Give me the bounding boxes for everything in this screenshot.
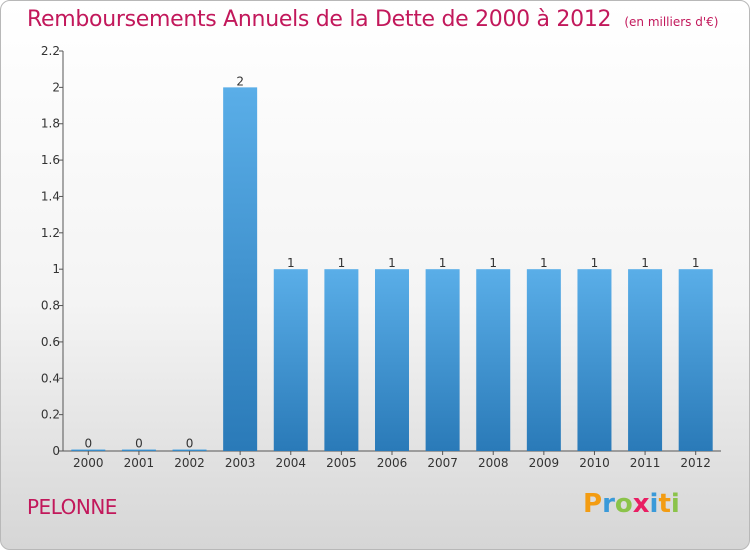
x-tick-label: 2001: [124, 456, 155, 470]
data-label: 1: [641, 256, 649, 270]
y-tick-label: 0.4: [41, 371, 60, 385]
data-label: 0: [135, 437, 143, 451]
y-tick-label: 0.8: [41, 299, 60, 313]
y-tick-label: 1.2: [41, 226, 60, 240]
data-label: 1: [591, 256, 599, 270]
bar: [121, 449, 156, 451]
bar: [577, 269, 612, 451]
commune-name: PELONNE: [27, 495, 117, 519]
data-label: 1: [388, 256, 396, 270]
x-tick-label: 2009: [529, 456, 560, 470]
logo-letter: x: [632, 489, 650, 519]
y-tick-label: 1.8: [41, 117, 60, 131]
bar: [172, 449, 207, 451]
x-tick-label: 2006: [377, 456, 408, 470]
logo-letter: r: [602, 489, 615, 519]
logo-letter: i: [649, 489, 659, 519]
chart-title: Remboursements Annuels de la Dette de 20…: [27, 7, 612, 32]
y-tick-label: 2: [52, 80, 60, 94]
data-label: 0: [186, 437, 194, 451]
bar: [476, 269, 511, 451]
bar: [375, 269, 409, 451]
y-tick-label: 0.2: [41, 408, 60, 422]
x-tick-label: 2005: [326, 456, 357, 470]
data-label: 0: [84, 437, 92, 451]
logo-letter: P: [583, 489, 603, 519]
bar: [425, 269, 460, 451]
x-tick-label: 2010: [579, 456, 610, 470]
y-tick-label: 1.6: [41, 153, 60, 167]
x-tick-label: 2012: [680, 456, 711, 470]
x-tick-label: 2004: [275, 456, 306, 470]
y-tick-label: 2.2: [41, 44, 60, 58]
bar: [223, 87, 258, 451]
logo-letter: t: [658, 489, 671, 519]
data-label: 1: [287, 256, 295, 270]
x-tick-label: 2003: [225, 456, 256, 470]
bar: [628, 269, 663, 451]
x-tick-label: 2011: [630, 456, 661, 470]
y-tick-label: 0: [52, 444, 60, 458]
x-tick-label: 2000: [73, 456, 104, 470]
y-tick-label: 1: [52, 262, 60, 276]
data-label: 1: [540, 256, 548, 270]
title-row: Remboursements Annuels de la Dette de 20…: [27, 7, 718, 32]
logo-letter: i: [670, 489, 680, 519]
y-tick-label: 1.4: [41, 189, 60, 203]
bar: [324, 269, 359, 451]
data-label: 1: [692, 256, 700, 270]
chart-subtitle: (en milliers d'€): [624, 15, 719, 29]
x-tick-label: 2008: [478, 456, 509, 470]
data-label: 1: [439, 256, 447, 270]
x-tick-label: 2007: [427, 456, 458, 470]
data-label: 1: [489, 256, 497, 270]
y-tick-label: 0.6: [41, 335, 60, 349]
bar: [526, 269, 561, 451]
bar: [71, 449, 106, 451]
bar: [678, 269, 713, 451]
logo-letter: o: [614, 489, 633, 519]
bar: [273, 269, 308, 451]
proxiti-logo: Proxiti: [583, 489, 680, 519]
data-label: 1: [338, 256, 346, 270]
data-label: 2: [236, 74, 244, 88]
x-tick-label: 2002: [174, 456, 205, 470]
